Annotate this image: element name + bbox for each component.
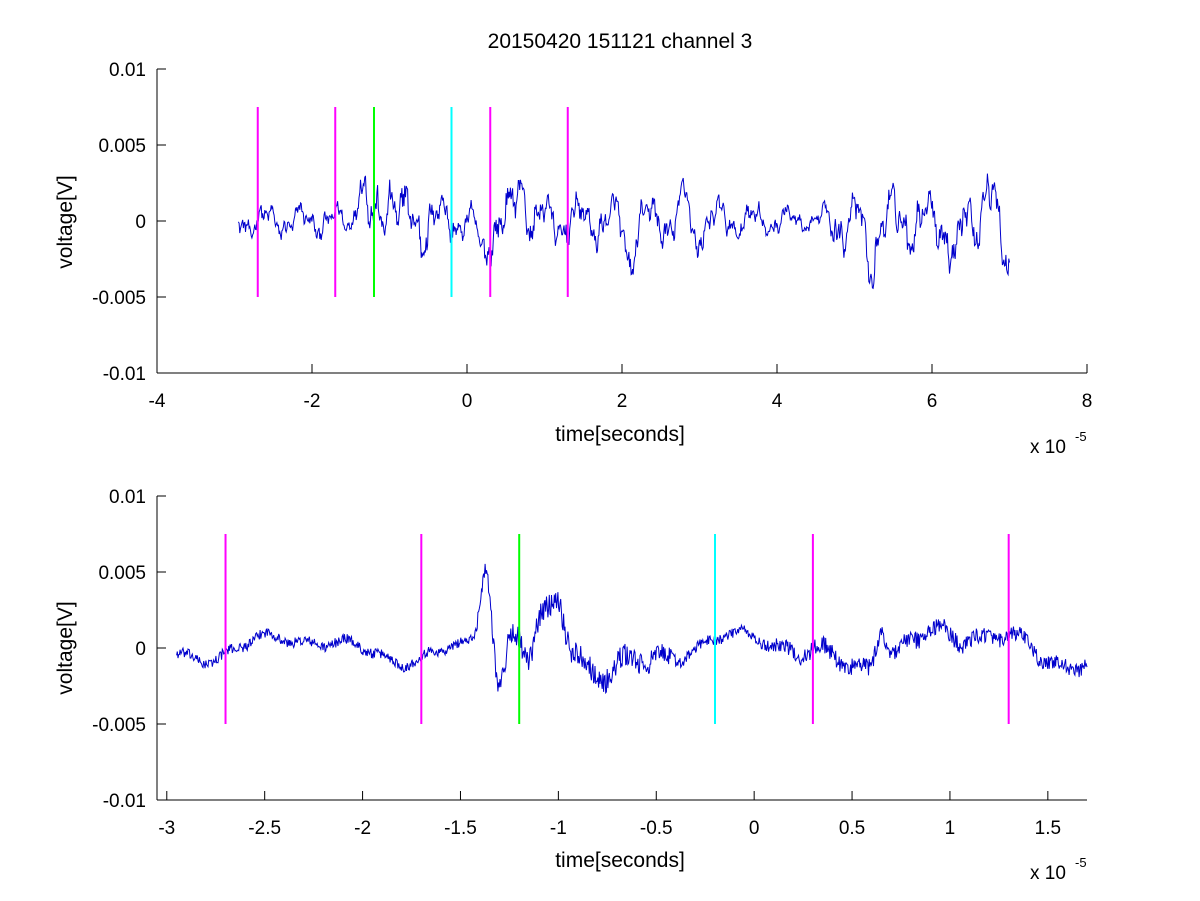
top-y-tick-label: 0.005: [98, 136, 146, 157]
bottom-subplot: -3 -2.5 -2 -1.5 -1 -0.5 0 0.5 1 1.5 -0.01 -0.005 0 0.…: [54, 487, 1088, 884]
top-x-exponent-power: -5: [1075, 429, 1087, 444]
bottom-x-tick-label: -3: [158, 818, 175, 839]
top-x-tick-label: 4: [772, 391, 783, 412]
top-x-tick-label: 2: [617, 391, 628, 412]
bottom-y-tick-label: -0.01: [103, 791, 146, 812]
bottom-xlabel: time[seconds]: [555, 849, 685, 872]
bottom-y-tick-label: 0.01: [109, 487, 146, 508]
bottom-x-tick-label: -1.5: [444, 818, 477, 839]
bottom-x-tick-label: 0: [749, 818, 760, 839]
bottom-y-tick-label: 0.005: [98, 563, 146, 584]
bottom-x-tick-label: -2.5: [248, 818, 281, 839]
top-axes: -4 -2 0 2 4 6 8 -0.01 -0.005 0 0.005 0.01: [92, 60, 1092, 412]
top-x-tick-label: -2: [304, 391, 321, 412]
bottom-x-exponent-power: -5: [1075, 855, 1087, 870]
top-y-tick-label: 0.01: [109, 60, 146, 81]
bottom-signal-line: [176, 563, 1088, 695]
bottom-x-tick-label: -0.5: [640, 818, 673, 839]
top-y-tick-label: -0.005: [92, 288, 146, 309]
bottom-x-exponent: x 10: [1030, 863, 1066, 884]
bottom-x-tick-label: -1: [550, 818, 567, 839]
bottom-x-tick-label: 1.5: [1035, 818, 1061, 839]
top-signal-line: [237, 173, 1010, 290]
bottom-signal-layer: [176, 563, 1088, 695]
bottom-x-tick-label: 1: [945, 818, 956, 839]
top-xlabel: time[seconds]: [555, 423, 685, 446]
top-signal-layer: [237, 173, 1010, 290]
top-x-exponent: x 10: [1030, 437, 1066, 458]
top-x-tick-label: -4: [149, 391, 166, 412]
bottom-x-tick-label: -2: [354, 818, 371, 839]
figure-title: 20150420 151121 channel 3: [488, 30, 753, 53]
bottom-y-tick-label: 0: [135, 639, 146, 660]
bottom-x-tick-label: 0.5: [839, 818, 865, 839]
top-x-tick-label: 8: [1082, 391, 1093, 412]
top-x-tick-label: 6: [927, 391, 938, 412]
bottom-marker-layer: [224, 534, 1010, 724]
top-x-tick-label: 0: [462, 391, 473, 412]
bottom-ylabel: voltage[V]: [54, 601, 77, 694]
top-subplot: -4 -2 0 2 4 6 8 -0.01 -0.005 0 0.005 0.01 time[seco…: [54, 60, 1092, 458]
bottom-axes: -3 -2.5 -2 -1.5 -1 -0.5 0 0.5 1 1.5 -0.01 -0.005 0 0.…: [92, 487, 1087, 839]
top-y-tick-label: -0.01: [103, 364, 146, 385]
top-marker-layer: [256, 107, 569, 297]
top-ylabel: voltage[V]: [54, 175, 77, 268]
top-y-tick-label: 0: [135, 212, 146, 233]
bottom-y-tick-label: -0.005: [92, 715, 146, 736]
